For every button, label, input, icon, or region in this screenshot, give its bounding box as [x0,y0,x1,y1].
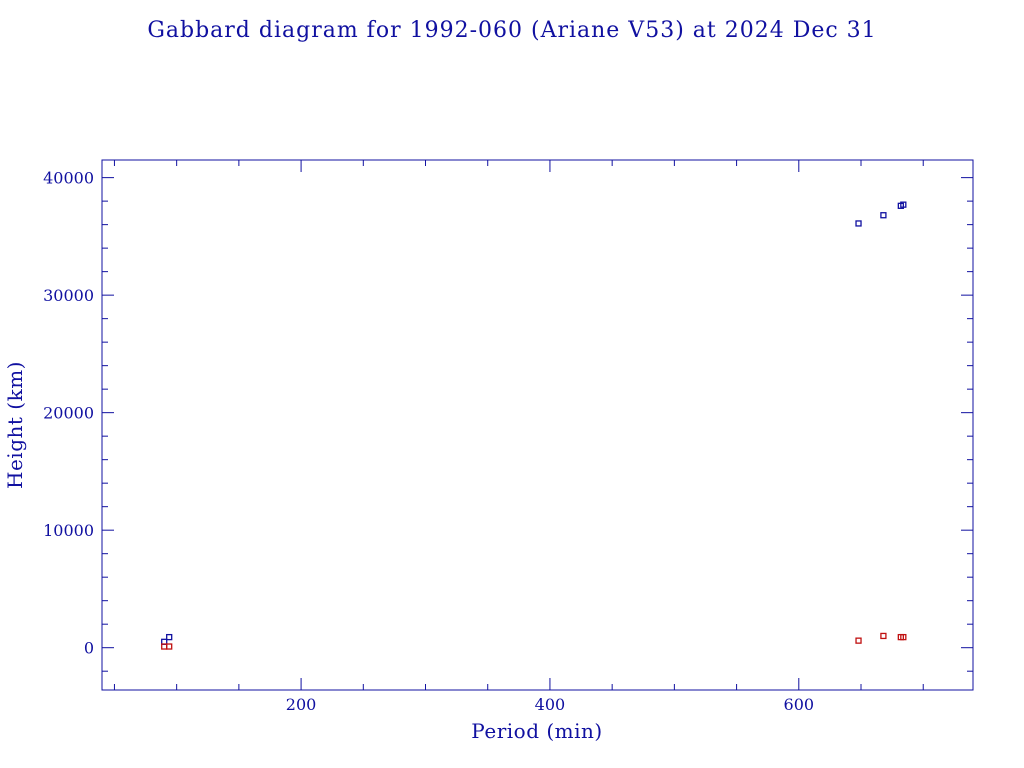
perigee-point [900,633,907,641]
x-axis-label: Period (min) [471,719,602,743]
y-axis-label: Height (km) [3,361,27,489]
y-tick-label: 20000 [43,404,94,423]
x-tick-label: 400 [535,695,566,714]
axis-ticks [102,160,973,690]
plot-frame [101,159,974,691]
y-tick-label: 30000 [43,286,94,305]
apogee-point [900,201,907,208]
apogee-point [166,633,173,641]
y-tick-label: 10000 [43,521,94,540]
x-tick-label: 200 [286,695,317,714]
y-tick-label: 40000 [43,169,94,188]
apogee-point [855,220,862,227]
perigee-point [880,632,887,640]
apogee-point [880,212,887,219]
data-points [161,201,907,650]
x-tick-label: 600 [784,695,815,714]
chart-title: Gabbard diagram for 1992-060 (Ariane V53… [147,18,876,43]
perigee-point [166,643,173,650]
y-tick-labels: 0 10000 20000 30000 40000 [43,169,94,658]
perigee-point [855,637,862,644]
x-tick-labels: 200 400 600 [286,695,814,714]
y-tick-label: 0 [84,639,94,658]
